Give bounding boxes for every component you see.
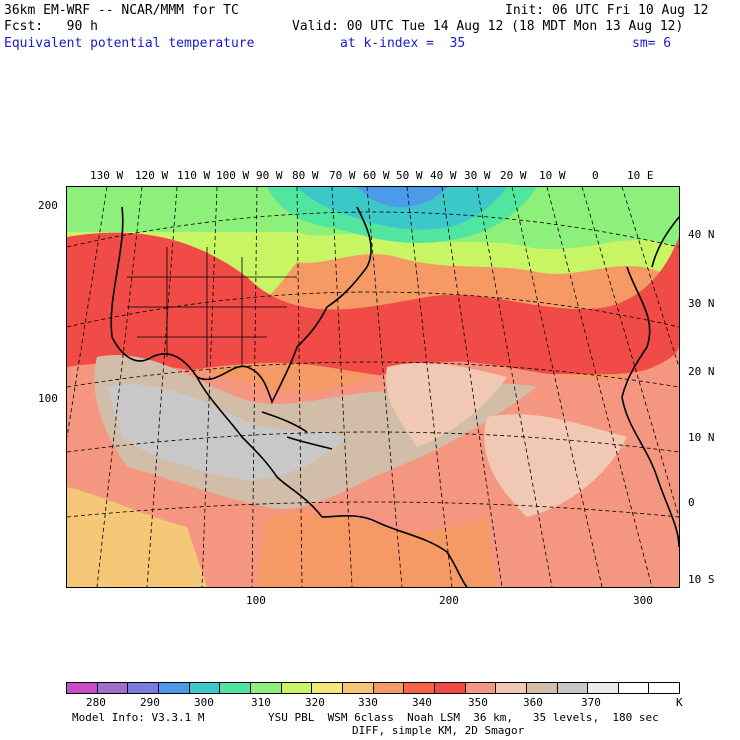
colorbar-tick-label: 320 xyxy=(305,696,325,709)
colorbar-swatch xyxy=(496,683,527,693)
colorbar-swatch xyxy=(373,683,405,693)
smoothing: sm= 6 xyxy=(632,36,672,51)
grid-y-label: 200 xyxy=(38,199,58,212)
grid-x-label: 200 xyxy=(439,594,459,607)
colorbar xyxy=(66,682,680,694)
colorbar-tick-label: 330 xyxy=(358,696,378,709)
colorbar-tick-label: 360 xyxy=(523,696,543,709)
model-info: Model Info: V3.3.1 M xyxy=(72,711,205,724)
longitude-label: 120 W xyxy=(135,169,169,182)
longitude-label: 110 W xyxy=(177,169,211,182)
coastlines xyxy=(110,206,679,587)
graticule-lines xyxy=(67,187,679,587)
colorbar-swatch xyxy=(434,683,466,693)
physics-info: YSU PBL WSM 6class Noah LSM 36 km, 35 le… xyxy=(268,711,659,724)
colorbar-unit: K xyxy=(676,696,683,709)
latitude-label: 10 N xyxy=(688,431,715,444)
longitude-label: 10 E xyxy=(627,169,654,182)
longitude-label: 30 W xyxy=(464,169,491,182)
valid-time: Valid: 00 UTC Tue 14 Aug 12 (18 MDT Mon … xyxy=(292,19,684,34)
colorbar-tick-label: 340 xyxy=(412,696,432,709)
longitude-label: 80 W xyxy=(292,169,319,182)
colorbar-swatch xyxy=(557,683,589,693)
colorbar-swatch xyxy=(158,683,190,693)
grid-y-label: 100 xyxy=(38,392,58,405)
level-index: at k-index = 35 xyxy=(340,36,466,51)
longitude-label: 50 W xyxy=(396,169,423,182)
latitude-label: 40 N xyxy=(688,228,715,241)
field-name: Equivalent potential temperature xyxy=(4,36,255,51)
longitude-label: 60 W xyxy=(363,169,390,182)
colorbar-tick-label: 370 xyxy=(581,696,601,709)
colorbar-tick-label: 280 xyxy=(86,696,106,709)
colorbar-swatch xyxy=(128,683,159,693)
latitude-label: 10 S xyxy=(688,573,715,586)
grid-x-label: 100 xyxy=(246,594,266,607)
colorbar-swatch xyxy=(189,683,221,693)
diffusion-info: DIFF, simple KM, 2D Smagor xyxy=(352,724,525,737)
longitude-label: 10 W xyxy=(539,169,566,182)
colorbar-swatch xyxy=(312,683,343,693)
latitude-label: 20 N xyxy=(688,365,715,378)
colorbar-swatch xyxy=(465,683,497,693)
colorbar-swatch xyxy=(526,683,558,693)
colorbar-swatch xyxy=(649,683,680,693)
longitude-label: 90 W xyxy=(256,169,283,182)
state-borders xyxy=(127,247,297,367)
colorbar-swatch xyxy=(588,683,619,693)
longitude-label: 100 W xyxy=(216,169,250,182)
colorbar-swatch xyxy=(220,683,251,693)
latitude-label: 30 N xyxy=(688,297,715,310)
colorbar-tick-label: 310 xyxy=(251,696,271,709)
theta-e-map xyxy=(66,186,680,588)
longitude-label: 20 W xyxy=(500,169,527,182)
grid-x-label: 300 xyxy=(633,594,653,607)
longitude-label: 130 W xyxy=(90,169,124,182)
colorbar-swatch xyxy=(404,683,435,693)
colorbar-swatch xyxy=(618,683,650,693)
colorbar-swatch xyxy=(250,683,282,693)
colorbar-swatch xyxy=(67,683,98,693)
forecast-hour: Fcst: 90 h xyxy=(4,19,98,34)
colorbar-tick-label: 350 xyxy=(468,696,488,709)
latitude-label: 0 xyxy=(688,496,695,509)
colorbar-swatch xyxy=(342,683,374,693)
longitude-label: 40 W xyxy=(430,169,457,182)
colorbar-swatch xyxy=(97,683,129,693)
longitude-label: 0 xyxy=(592,169,599,182)
colorbar-tick-label: 300 xyxy=(194,696,214,709)
init-time: Init: 06 UTC Fri 10 Aug 12 xyxy=(505,3,709,18)
model-title: 36km EM-WRF -- NCAR/MMM for TC xyxy=(4,3,239,18)
longitude-label: 70 W xyxy=(329,169,356,182)
colorbar-swatch xyxy=(281,683,313,693)
map-canvas xyxy=(67,187,679,587)
colorbar-tick-label: 290 xyxy=(140,696,160,709)
